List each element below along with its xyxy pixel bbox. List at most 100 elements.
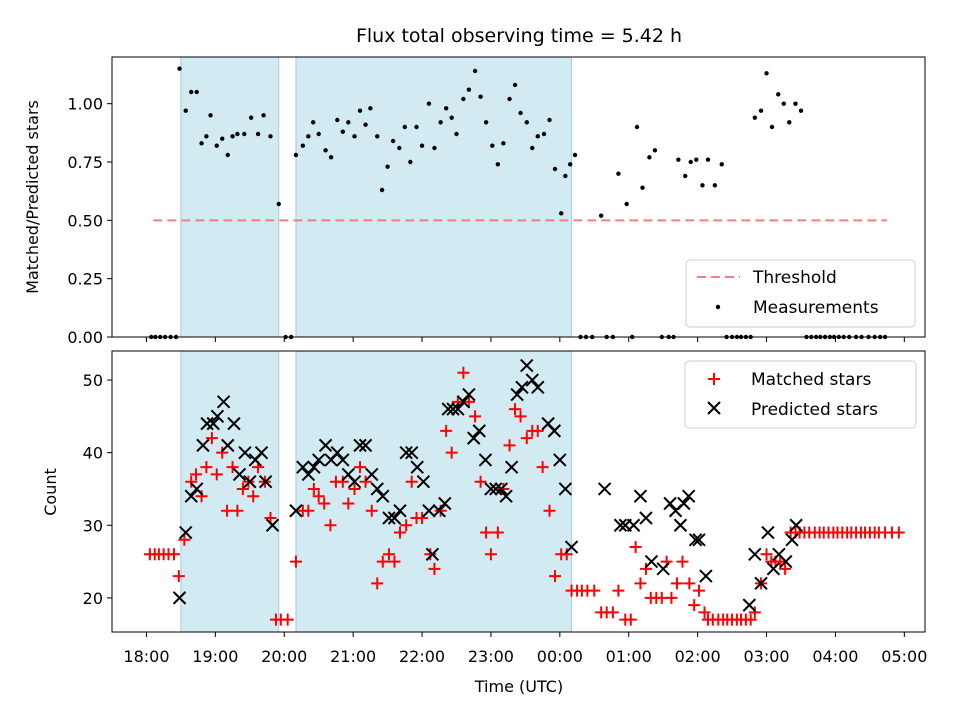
measurement-point (659, 334, 665, 340)
predicted-star-point (748, 547, 762, 562)
measurement-point (177, 66, 182, 71)
matched-star-point (606, 606, 619, 619)
measurement-point (719, 162, 724, 167)
predicted-star-point (227, 416, 241, 431)
measurement-point (306, 134, 311, 139)
measurement-point (335, 117, 340, 123)
predicted-star-point (515, 380, 529, 395)
predicted-star-point (330, 445, 345, 460)
matched-star-point (281, 613, 294, 626)
predicted-star-point (478, 453, 493, 467)
predicted-star-point (311, 453, 326, 467)
x-tick-label: 03:00 (743, 647, 789, 666)
measurement-point (530, 145, 535, 151)
measurement-point (316, 131, 321, 137)
x-tick-label: 18:00 (123, 647, 169, 666)
predicted-star-point (210, 409, 225, 424)
predicted-star-point (254, 445, 269, 460)
predicted-star-point (681, 489, 696, 503)
measurement-point (472, 68, 478, 74)
measurement-point (288, 334, 294, 340)
measurement-point (173, 334, 179, 340)
predicted-star-point (558, 482, 573, 496)
predicted-star-point (399, 445, 413, 460)
top-x-ticks (145, 337, 905, 342)
predicted-star-point (393, 504, 407, 518)
matched-star-point (231, 504, 244, 517)
measurement-point (634, 124, 640, 130)
measurement-point (809, 334, 814, 340)
measurement-point (822, 334, 828, 340)
matched-star-point (185, 475, 198, 488)
top-shaded-intervals (180, 56, 573, 338)
measurement-point (357, 108, 363, 113)
measurement-point (261, 113, 266, 118)
matched-star-point (560, 548, 573, 561)
matched-star-point (624, 613, 637, 626)
predicted-star-point (779, 554, 793, 569)
measurement-point (748, 334, 753, 340)
matched-star-point (400, 519, 413, 532)
predicted-star-point (462, 387, 476, 402)
predicted-star-point (510, 387, 524, 402)
matched-star-point (365, 504, 378, 517)
measurement-point (323, 148, 328, 153)
predicted-star-point (370, 482, 384, 496)
matched-star-point (348, 482, 361, 495)
measurement-point (694, 157, 699, 162)
measurement-point (501, 141, 506, 146)
predicted-star-point (307, 460, 321, 474)
matched-star-point (342, 497, 355, 510)
predicted-star-point (179, 525, 193, 540)
matched-star-point (665, 591, 678, 604)
observing-interval (295, 350, 573, 633)
matched-star-point (302, 504, 315, 517)
measurement-point (242, 131, 247, 137)
measurement-point (208, 113, 213, 118)
x-tick-label: 21:00 (330, 647, 376, 666)
measurement-point (368, 106, 373, 111)
measurement-point (752, 115, 758, 120)
matched-star-point (760, 548, 773, 561)
matched-star-point (236, 482, 249, 495)
matched-star-point (440, 424, 453, 437)
y-tick-label: 0.75 (67, 153, 103, 172)
measurement-point (518, 110, 523, 116)
predicted-star-point (504, 460, 519, 474)
matched-star-point (190, 468, 203, 481)
predicted-star-point (785, 533, 799, 547)
matched-star-point (200, 461, 213, 474)
measurement-point (559, 211, 564, 216)
legend-measurements-label: Measurements (753, 298, 879, 318)
measurement-point (438, 120, 443, 125)
y-tick-label: 0.50 (67, 211, 103, 230)
measurement-point (402, 124, 408, 130)
predicted-star-point (789, 518, 803, 532)
predicted-star-point (547, 424, 562, 438)
predicted-star-point (688, 533, 703, 547)
measurement-point (624, 201, 629, 207)
predicted-star-point (365, 467, 379, 482)
matched-star-point (424, 548, 437, 561)
top-plot-area (111, 56, 926, 338)
predicted-star-point (301, 467, 316, 482)
matched-star-point (520, 432, 533, 445)
observing-interval (295, 56, 573, 338)
measurement-point (153, 334, 158, 340)
predicted-stars-points (172, 358, 803, 612)
measurement-point (552, 166, 558, 172)
predicted-star-point (387, 511, 402, 525)
measurement-point (541, 131, 547, 137)
measurement-point (512, 82, 518, 88)
x-tick-label: 23:00 (468, 647, 514, 666)
measurement-point (183, 108, 188, 113)
measurement-point (310, 120, 316, 125)
predicted-star-point (531, 380, 545, 395)
predicted-star-point (742, 598, 757, 612)
measurement-point (397, 145, 402, 151)
matched-star-point (474, 475, 487, 488)
matched-star-point (774, 555, 787, 568)
measurement-point (729, 334, 735, 340)
predicted-star-point (289, 504, 303, 518)
predicted-star-point (405, 445, 419, 460)
